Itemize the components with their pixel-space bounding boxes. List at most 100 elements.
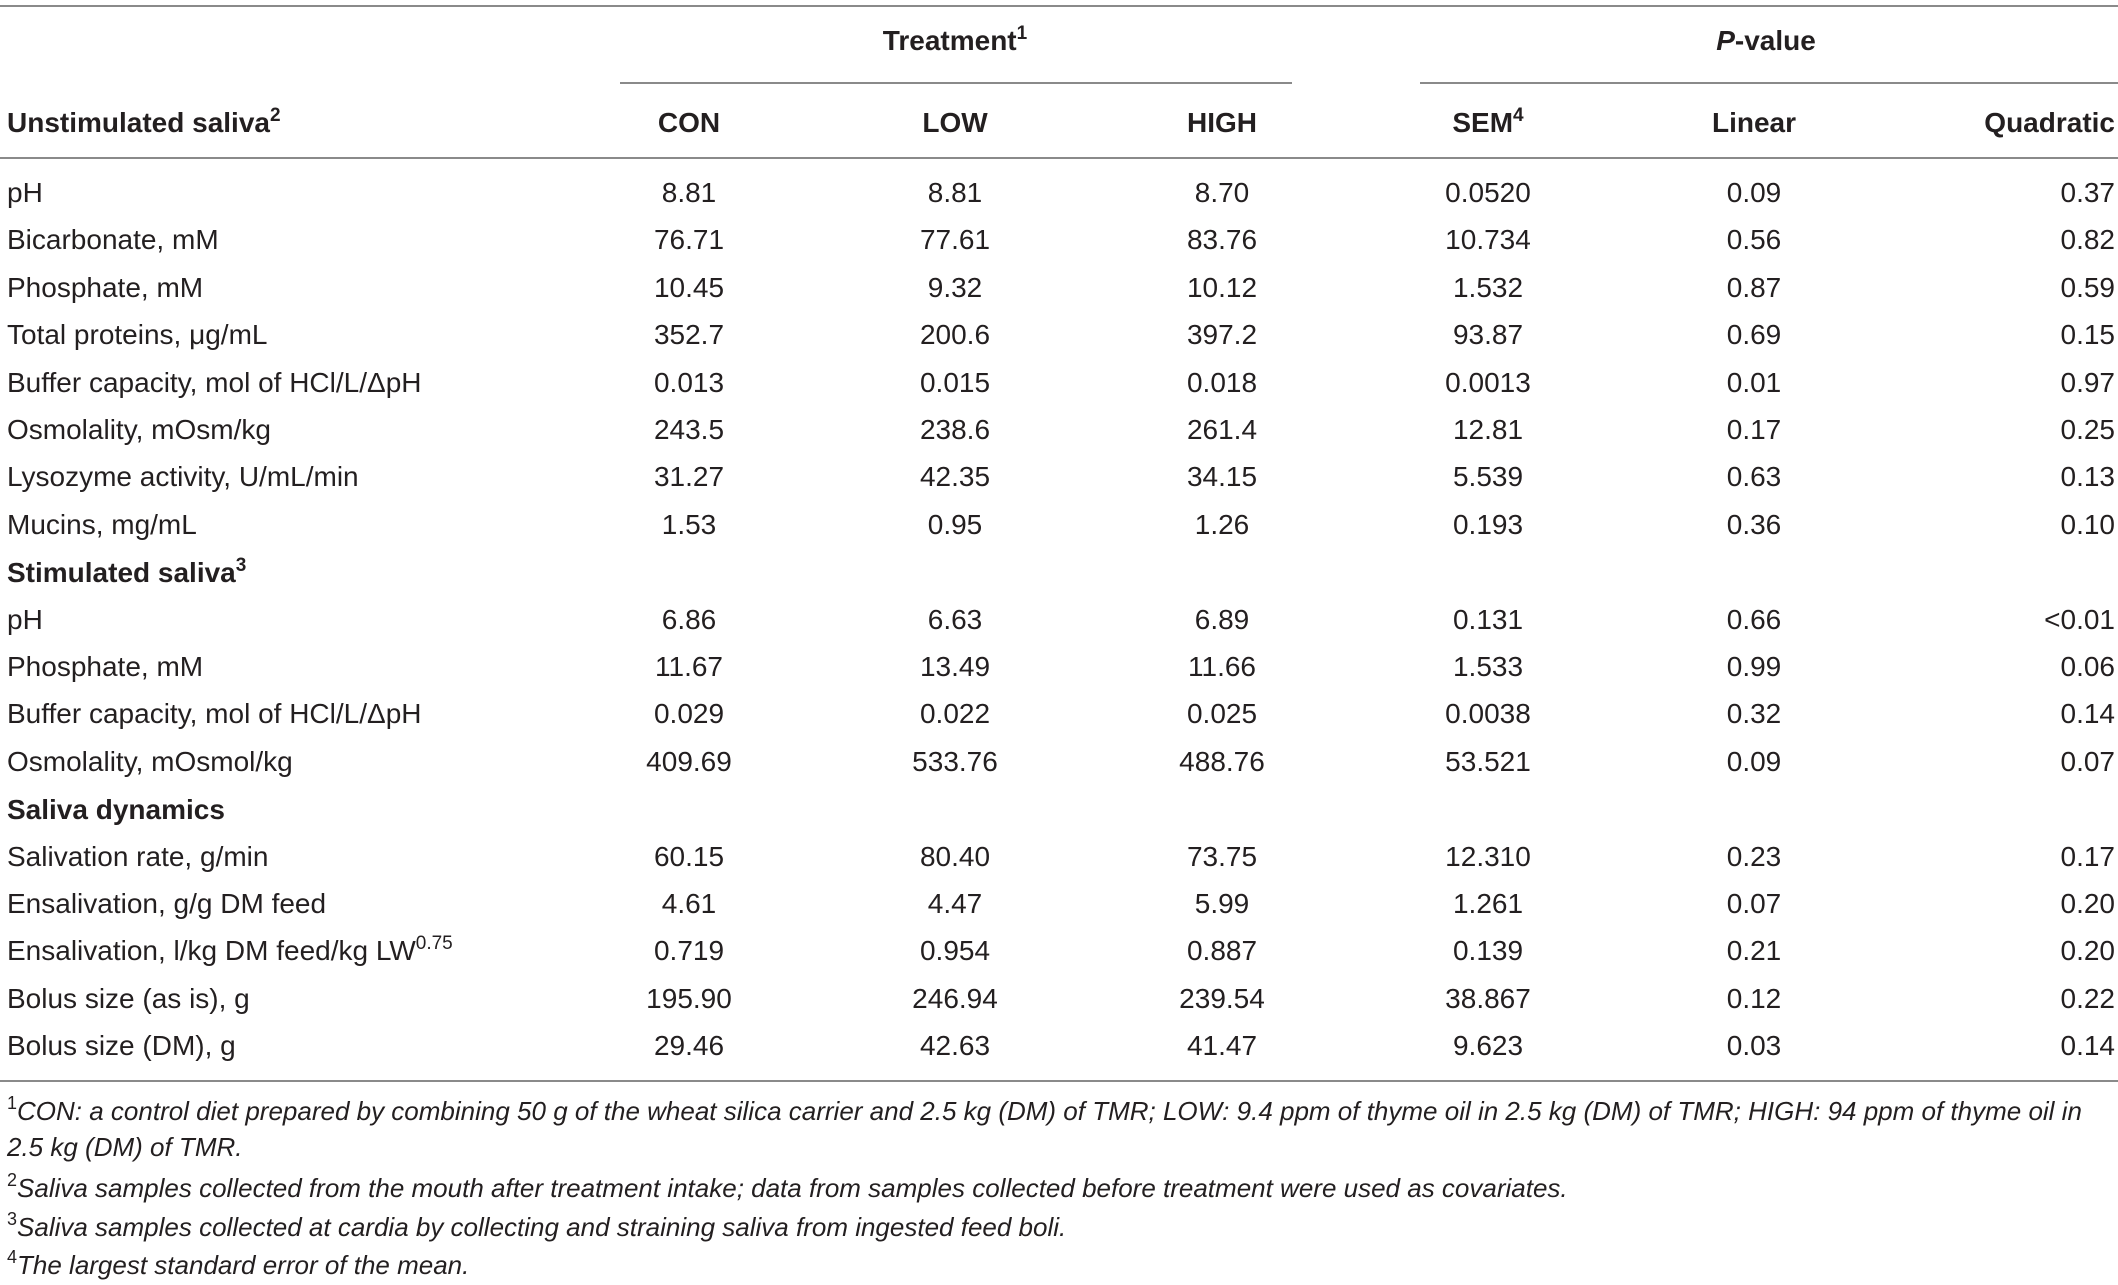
treatment-group-header: Treatment1 bbox=[883, 24, 1027, 58]
cell-linear: 0.36 bbox=[1726, 508, 1782, 540]
row-label: Phosphate, mM bbox=[7, 271, 203, 305]
row-label: Buffer capacity, mol of HCl/L/ΔpH bbox=[7, 366, 422, 400]
row-label-text: pH bbox=[7, 603, 43, 635]
row-label-text: Osmolality, mOsmol/kg bbox=[7, 745, 293, 777]
cell-quadratic: 0.10 bbox=[2060, 508, 2116, 540]
row-label-text: pH bbox=[7, 177, 43, 208]
cell-con: 60.15 bbox=[653, 840, 725, 872]
cell-con: 11.67 bbox=[655, 651, 723, 682]
cell-high: 0.887 bbox=[1186, 935, 1258, 967]
treatment-group-rule bbox=[620, 82, 1292, 84]
cell-high: 261.4 bbox=[1186, 414, 1258, 445]
cell-con: 8.81 bbox=[661, 177, 717, 208]
row-label: Osmolality, mOsm/kg bbox=[7, 413, 271, 447]
row-label: pH bbox=[7, 176, 43, 210]
footnote-ref: 4 bbox=[1513, 104, 1524, 126]
footnote-mark: 3 bbox=[7, 1209, 18, 1230]
cell-con: 352.7 bbox=[653, 319, 725, 351]
cell-low: 80.40 bbox=[919, 840, 991, 872]
cell-low: 200.6 bbox=[919, 319, 991, 351]
cell-con: 0.029 bbox=[653, 698, 725, 730]
exponent: 0.75 bbox=[415, 933, 453, 955]
cell-sem: 0.139 bbox=[1452, 935, 1524, 967]
cell-linear: 0.69 bbox=[1726, 319, 1782, 351]
footnote-text: Saliva samples collected from the mouth … bbox=[17, 1173, 1568, 1203]
row-label-text: Ensalivation, g/g DM feed bbox=[7, 888, 327, 919]
cell-sem: 0.0013 bbox=[1445, 366, 1531, 398]
cell-high: 34.15 bbox=[1186, 461, 1258, 493]
cell-low: 8.81 bbox=[927, 177, 983, 208]
cell-con: 0.013 bbox=[653, 366, 725, 398]
row-label-text: Ensalivation, l/kg DM feed/kg LW bbox=[7, 935, 416, 967]
footnote-text: CON: a control diet prepared by combinin… bbox=[7, 1096, 2082, 1162]
cell-con: 31.27 bbox=[653, 461, 725, 493]
row-label-text: Lysozyme activity, U/mL/min bbox=[7, 461, 359, 493]
cell-low: 42.35 bbox=[919, 461, 991, 493]
row-label: Buffer capacity, mol of HCl/L/ΔpH bbox=[7, 697, 422, 731]
cell-linear: 0.32 bbox=[1726, 698, 1782, 730]
cell-con: 195.90 bbox=[646, 982, 732, 1014]
cell-low: 13.49 bbox=[919, 651, 991, 682]
footnote-2: 2Saliva samples collected from the mouth… bbox=[7, 1170, 1568, 1206]
row-label-text: Buffer capacity, mol of HCl/L/ΔpH bbox=[7, 698, 422, 730]
footnote-mark: 4 bbox=[7, 1247, 18, 1268]
cell-con: 10.45 bbox=[653, 271, 725, 303]
cell-con: 409.69 bbox=[646, 745, 732, 777]
column-header-con: CON bbox=[657, 107, 721, 138]
cell-linear: 0.63 bbox=[1726, 461, 1782, 493]
cell-quadratic: <0.01 bbox=[2044, 603, 2115, 635]
row-label: Bolus size (as is), g bbox=[7, 982, 250, 1016]
cell-quadratic: 0.37 bbox=[2060, 177, 2116, 208]
cell-quadratic: 0.20 bbox=[2060, 935, 2116, 967]
cell-high: 10.12 bbox=[1186, 271, 1258, 303]
cell-sem: 5.539 bbox=[1452, 461, 1524, 493]
section-header-dynamics: Saliva dynamics bbox=[7, 794, 225, 825]
cell-linear: 0.21 bbox=[1726, 935, 1782, 967]
cell-linear: 0.09 bbox=[1726, 177, 1782, 208]
cell-low: 238.6 bbox=[919, 414, 991, 445]
footnote-mark: 2 bbox=[7, 1170, 18, 1191]
cell-high: 41.47 bbox=[1186, 1030, 1258, 1062]
column-header-linear: Linear bbox=[1711, 107, 1797, 138]
treatment-group-label: Treatment bbox=[882, 25, 1017, 56]
row-label-text: Buffer capacity, mol of HCl/L/ΔpH bbox=[7, 366, 422, 398]
footnote-ref: 2 bbox=[269, 104, 281, 126]
cell-sem: 0.131 bbox=[1452, 603, 1524, 635]
cell-linear: 0.23 bbox=[1726, 840, 1782, 872]
cell-quadratic: 0.97 bbox=[2060, 366, 2116, 398]
column-header-quadratic: Quadratic bbox=[1984, 107, 2115, 138]
cell-linear: 0.09 bbox=[1726, 745, 1782, 777]
cell-sem: 1.532 bbox=[1452, 271, 1524, 303]
cell-high: 5.99 bbox=[1194, 888, 1250, 919]
cell-high: 0.025 bbox=[1186, 698, 1258, 730]
row-label-text: Osmolality, mOsm/kg bbox=[7, 414, 271, 445]
cell-con: 4.61 bbox=[661, 888, 717, 919]
cell-quadratic: 0.17 bbox=[2060, 840, 2116, 872]
cell-quadratic: 0.13 bbox=[2060, 461, 2116, 493]
cell-sem: 38.867 bbox=[1445, 982, 1531, 1014]
cell-con: 29.46 bbox=[653, 1030, 725, 1062]
cell-sem: 10.734 bbox=[1445, 224, 1531, 256]
footnote-text: The largest standard error of the mean. bbox=[17, 1250, 470, 1280]
cell-con: 0.719 bbox=[653, 935, 725, 967]
row-label: Phosphate, mM bbox=[7, 650, 203, 684]
row-label: Ensalivation, g/g DM feed bbox=[7, 887, 326, 921]
cell-sem: 12.310 bbox=[1445, 840, 1531, 872]
cell-high: 397.2 bbox=[1186, 319, 1258, 351]
column-header-high: HIGH bbox=[1187, 107, 1257, 138]
cell-con: 6.86 bbox=[661, 603, 717, 635]
cell-high: 8.70 bbox=[1194, 177, 1250, 208]
cell-sem: 0.193 bbox=[1452, 508, 1524, 540]
cell-sem: 53.521 bbox=[1445, 745, 1531, 777]
cell-low: 9.32 bbox=[927, 271, 983, 303]
row-label: pH bbox=[7, 603, 43, 637]
footnote-mark: 1 bbox=[7, 1093, 18, 1114]
cell-linear: 0.99 bbox=[1726, 651, 1782, 682]
cell-high: 6.89 bbox=[1194, 603, 1250, 635]
top-rule bbox=[0, 5, 2118, 7]
cell-linear: 0.01 bbox=[1726, 366, 1782, 398]
cell-linear: 0.03 bbox=[1726, 1030, 1782, 1062]
cell-high: 11.66 bbox=[1188, 651, 1256, 682]
cell-sem: 12.81 bbox=[1452, 414, 1524, 445]
